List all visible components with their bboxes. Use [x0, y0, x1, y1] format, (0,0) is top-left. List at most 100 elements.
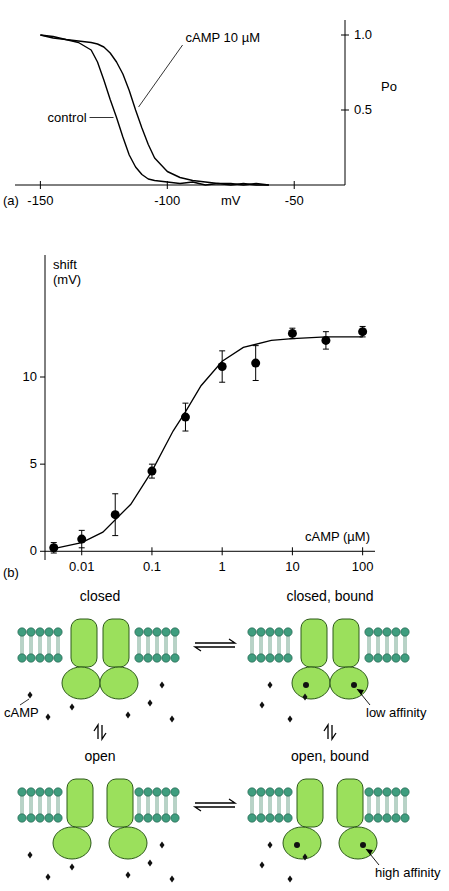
x-tick-label: 100 — [352, 559, 374, 574]
fit-curve — [54, 337, 363, 549]
lipid-head — [266, 654, 274, 662]
lipid-tail — [165, 635, 166, 655]
lipid-head — [383, 788, 391, 796]
camp-molecule — [46, 714, 51, 721]
lipid-head — [266, 788, 274, 796]
x-tick-label: 10 — [285, 559, 299, 574]
lipid-head — [171, 628, 179, 636]
x-axis — [45, 551, 375, 552]
lipid-tail — [156, 635, 157, 655]
lipid-tail — [370, 635, 371, 655]
y-tick-label: 10 — [23, 369, 37, 384]
camp-molecule — [126, 872, 131, 879]
lipid-tail — [147, 635, 148, 655]
lipid-head — [374, 628, 382, 636]
lipid-tail — [368, 795, 369, 815]
lipid-head — [401, 788, 409, 796]
lipid-head — [284, 814, 292, 822]
lipid-tail — [379, 635, 380, 655]
lipid-head — [171, 814, 179, 822]
binding-domain — [292, 667, 330, 699]
data-point — [251, 359, 260, 368]
x-tick-label: -150 — [27, 193, 53, 208]
annotation-leader — [20, 699, 29, 705]
binding-domain — [100, 667, 138, 699]
x-tick — [40, 181, 41, 189]
channel-state: closed, bound — [248, 588, 409, 723]
lipid-head — [162, 654, 170, 662]
x-tick — [294, 181, 295, 189]
lipid-head — [153, 814, 161, 822]
binding-domain — [339, 827, 377, 859]
lipid-head — [284, 628, 292, 636]
lipid-tail — [167, 795, 168, 815]
lipid-head — [45, 654, 53, 662]
lipid-head — [248, 814, 256, 822]
lipid-tail — [388, 635, 389, 655]
lipid-head — [266, 628, 274, 636]
lipid-tail — [57, 635, 58, 655]
lipid-head — [27, 628, 35, 636]
x-tick — [292, 547, 293, 555]
camp-molecule — [288, 716, 293, 723]
lipid-tail — [368, 635, 369, 655]
lipid-head — [18, 788, 26, 796]
lipid-tail — [138, 635, 139, 655]
lipid-head — [374, 654, 382, 662]
lipid-tail — [253, 795, 254, 815]
data-point — [358, 327, 367, 336]
channel-subunit — [297, 779, 323, 827]
lipid-tail — [386, 635, 387, 655]
x-tick-label: 1 — [219, 559, 226, 574]
lipid-head — [365, 628, 373, 636]
lipid-head — [374, 788, 382, 796]
y-tick — [40, 551, 45, 552]
camp-molecule — [160, 682, 165, 689]
lipid-tail — [147, 795, 148, 815]
lipid-tail — [57, 795, 58, 815]
lipid-tail — [158, 635, 159, 655]
lipid-tail — [41, 795, 42, 815]
lipid-head — [392, 788, 400, 796]
lipid-tail — [48, 635, 49, 655]
lipid-head — [18, 628, 26, 636]
lipid-tail — [287, 795, 288, 815]
arrow-forward — [102, 725, 106, 739]
y-tick-label: 1.0 — [354, 27, 372, 42]
lipid-tail — [278, 635, 279, 655]
lipid-tail — [32, 635, 33, 655]
lipid-head — [27, 814, 35, 822]
x-tick — [362, 547, 363, 555]
lipid-head — [18, 814, 26, 822]
lipid-tail — [176, 795, 177, 815]
lipid-tail — [30, 635, 31, 655]
x-tick-label: -100 — [154, 193, 180, 208]
lipid-tail — [48, 795, 49, 815]
lipid-tail — [156, 795, 157, 815]
channel-subunit — [103, 619, 129, 667]
channel-state: closed — [18, 588, 179, 723]
lipid-tail — [269, 795, 270, 815]
binding-domain — [330, 667, 368, 699]
lipid-head — [275, 814, 283, 822]
lipid-tail — [280, 795, 281, 815]
lipid-tail — [174, 635, 175, 655]
y-axis — [45, 255, 46, 560]
lipid-tail — [39, 795, 40, 815]
x-tick — [222, 547, 223, 555]
lipid-head — [383, 628, 391, 636]
leader-line — [90, 117, 114, 118]
series-label: control — [48, 110, 87, 125]
lipid-tail — [289, 795, 290, 815]
lipid-tail — [158, 795, 159, 815]
channel-subunit — [333, 619, 359, 667]
y-tick — [40, 464, 45, 465]
bound-camp — [351, 682, 357, 688]
camp-molecule — [28, 692, 33, 699]
lipid-head — [54, 788, 62, 796]
lipid-head — [365, 654, 373, 662]
camp-molecule — [303, 854, 308, 861]
camp-molecule — [170, 716, 175, 723]
equilibrium-arrow — [195, 639, 235, 651]
lipid-head — [171, 654, 179, 662]
